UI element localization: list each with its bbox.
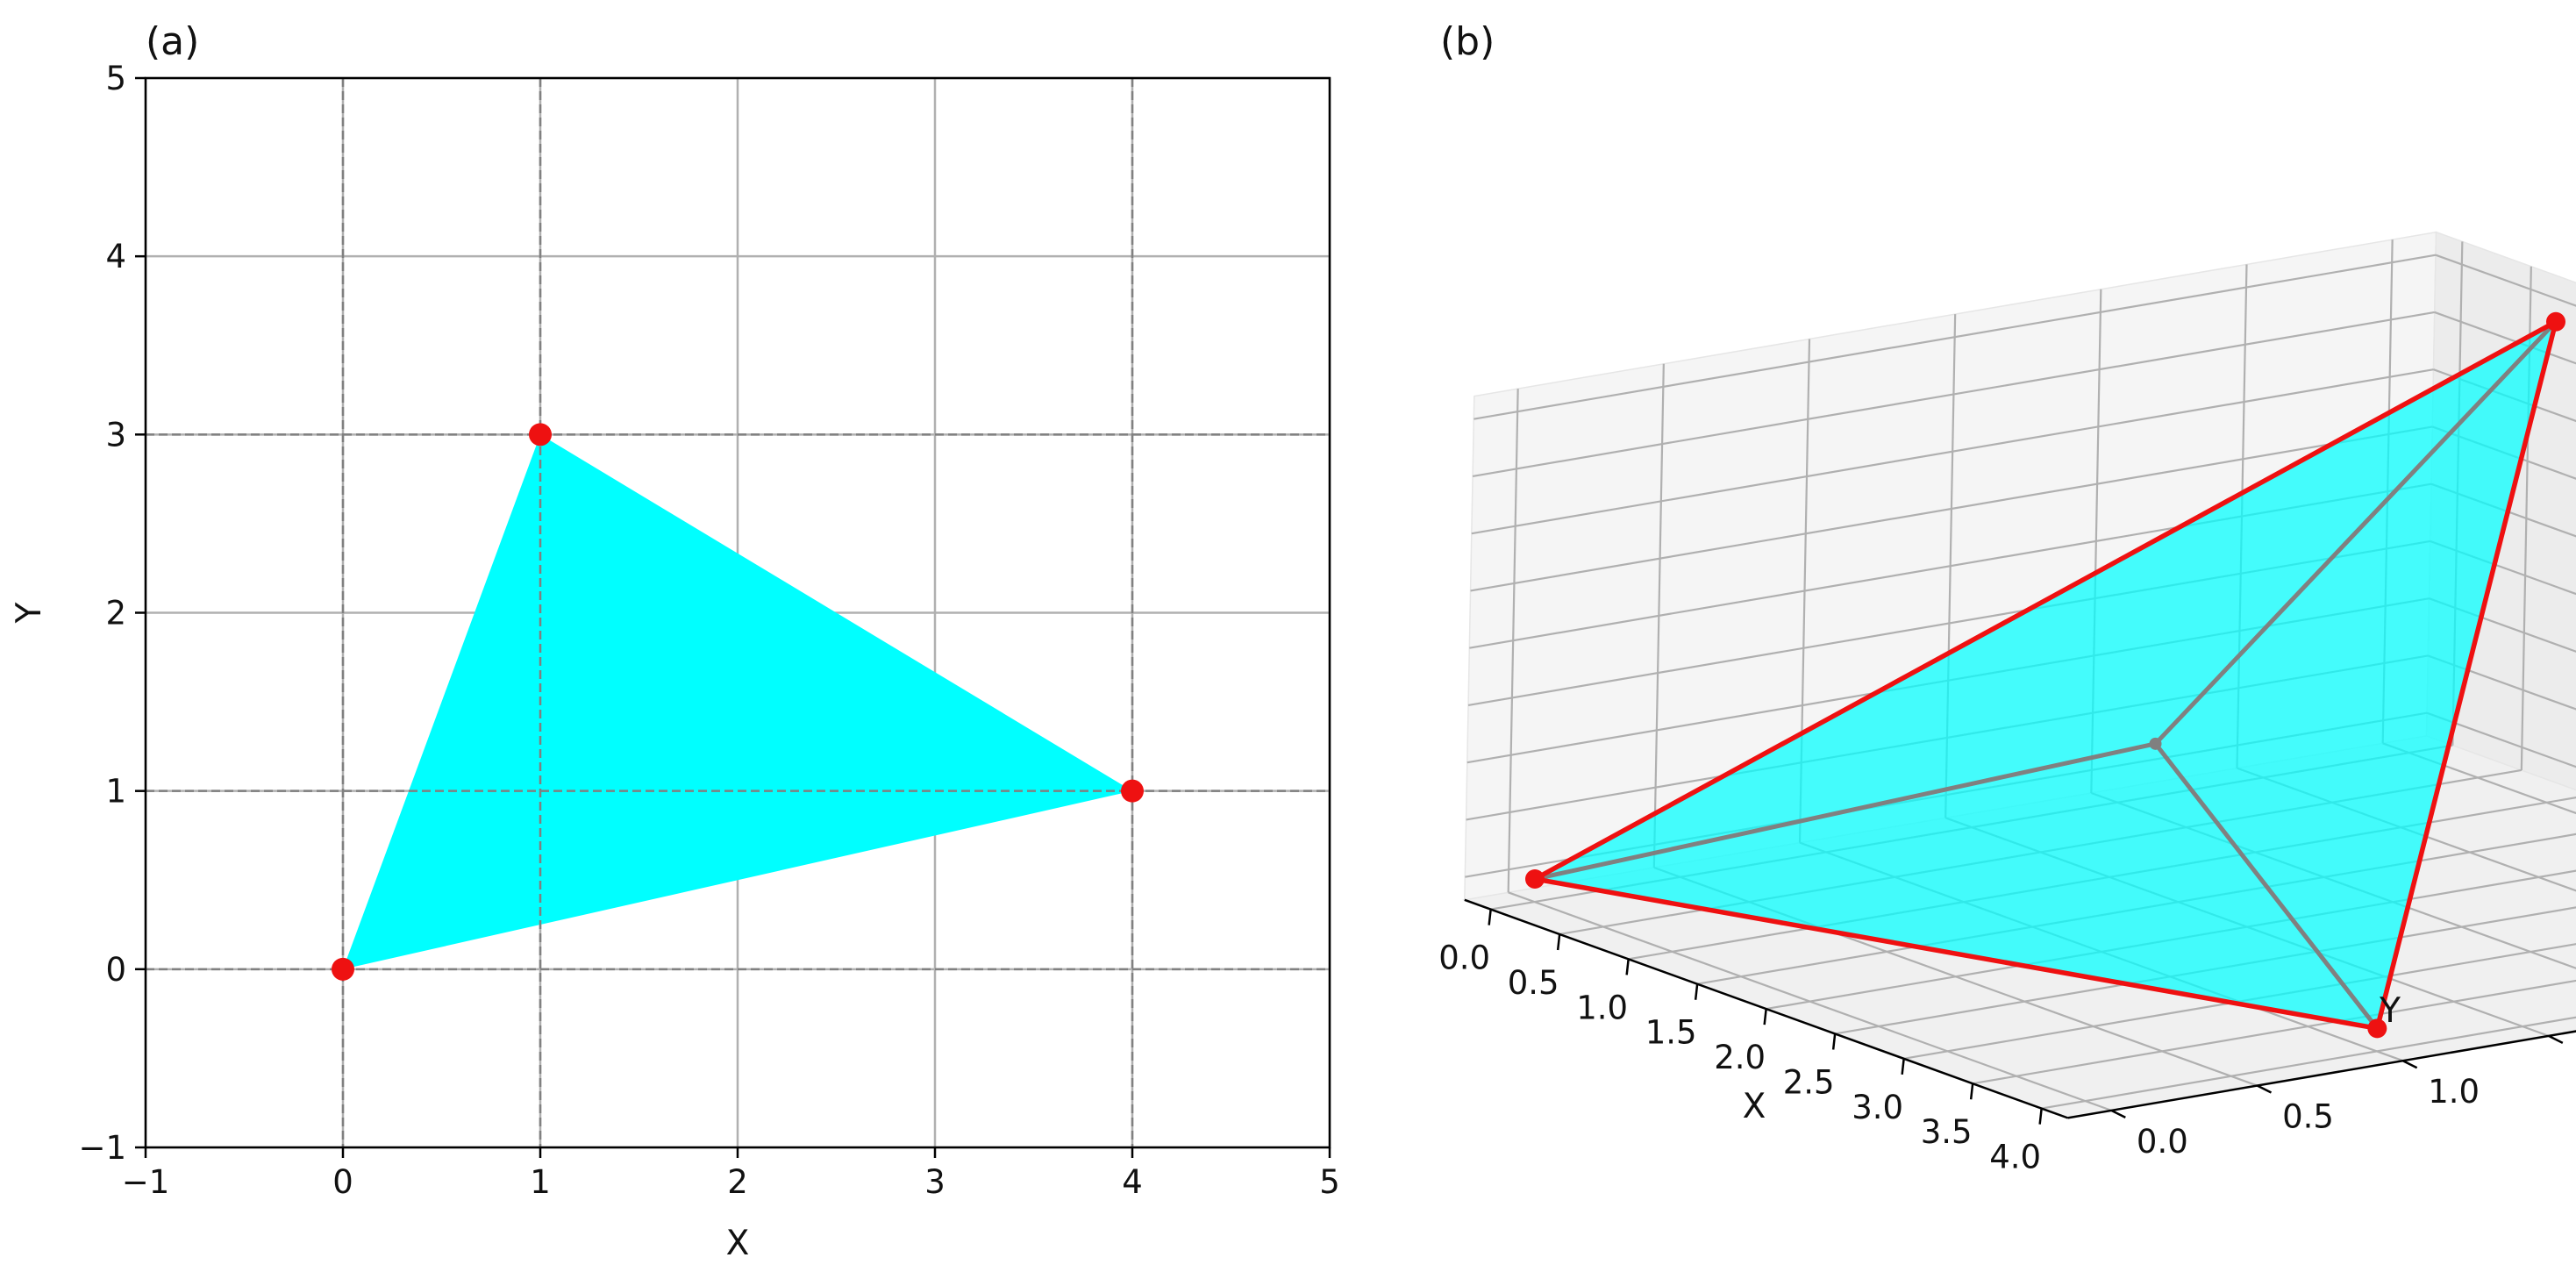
grid-line-3d	[2426, 711, 2576, 768]
triangle-edge	[1532, 319, 2558, 882]
x-tick-label: 2.5	[1783, 1063, 1835, 1101]
x-tick-mark	[1488, 909, 1492, 925]
centroid-spoke	[1534, 741, 2157, 882]
y-axis-label: Y	[10, 602, 49, 624]
y-tick-label: 5	[105, 60, 126, 97]
x-tick-mark	[1901, 1058, 1905, 1075]
x-tick-label: 5	[1319, 1163, 1340, 1201]
y-tick-mark	[2402, 1060, 2418, 1069]
triangle-edge	[1532, 876, 2380, 1032]
panel-label: (a)	[146, 19, 199, 64]
vertex-point	[2546, 311, 2565, 332]
x-tick-label: 2.0	[1714, 1039, 1766, 1076]
x-tick-label: 0.0	[1438, 940, 1490, 977]
grid-line-3d	[2435, 254, 2576, 307]
grid-line-3d	[1471, 368, 2434, 535]
x-tick-label: −1	[122, 1163, 170, 1201]
grid-line-3d	[2382, 742, 2576, 815]
x-tick-label: 0	[332, 1163, 353, 1201]
centroid-point	[2149, 737, 2162, 750]
y-tick-label: 2	[105, 595, 126, 632]
triangle-edge	[2374, 319, 2558, 1032]
panel-b: 0.0 0.5 1.0 1.5 2.0 2.5 3.0 3.5 4.0 X 0.0 0.5 1.0 1.5…	[1438, 19, 2576, 1176]
panel-label: (b)	[1440, 19, 1495, 64]
y-tick-label: 4	[105, 238, 126, 275]
x-tick-label: 1	[530, 1163, 551, 1201]
x-tick-mark	[2038, 1108, 2043, 1125]
x-tick-label: 1.5	[1645, 1014, 1697, 1052]
x-tick-mark	[1625, 959, 1630, 975]
vertex-point	[1525, 869, 1545, 889]
grid-line-3d	[2430, 482, 2576, 538]
y-tick-label: 0.5	[2282, 1098, 2334, 1136]
data-point	[529, 423, 552, 447]
centroid-spoke	[2153, 320, 2558, 746]
y-tick-label: −1	[78, 1129, 126, 1167]
y-tick-label: 1.5	[2573, 1048, 2576, 1086]
x-tick-mark	[1694, 983, 1699, 1000]
x-tick-label: 3.5	[1921, 1113, 1973, 1151]
vertex-point	[2367, 1018, 2387, 1039]
y-tick-mark	[2110, 1109, 2126, 1119]
y-tick-mark	[2548, 1034, 2564, 1045]
x-axis-label: X	[1743, 1087, 1766, 1126]
grid-line-3d	[2431, 425, 2576, 480]
x-tick-label: 1.0	[1576, 989, 1628, 1026]
x-tick-label: 2	[727, 1163, 748, 1201]
grid-line-3d	[2427, 654, 2576, 711]
x-tick-label: 4.0	[1989, 1139, 2041, 1176]
grid-line-3d	[1470, 425, 2433, 592]
x-tick-mark	[1556, 933, 1561, 951]
y-tick-label: 0	[105, 951, 126, 989]
grid-line-3d	[2430, 539, 2576, 596]
x-tick-mark	[1831, 1033, 1837, 1050]
y-tick-label: 3	[105, 416, 126, 454]
x-tick-label: 0.5	[1508, 964, 1559, 1002]
grid-line-3d	[2429, 597, 2576, 653]
panel-a: −1 0 1 2 3 4 5 −1 0 1 2 3 4 5 X Y (a)	[10, 19, 1340, 1263]
centroid-spoke	[2153, 742, 2380, 1030]
grid-line-3d	[1472, 311, 2435, 478]
grid-line-3d	[1474, 254, 2437, 420]
data-point	[1121, 779, 1144, 803]
x-tick-mark	[1969, 1083, 1974, 1100]
grid-line-3d	[1508, 891, 2112, 1111]
y-tick-label: 1.0	[2428, 1073, 2480, 1111]
x-axis-label: X	[726, 1224, 750, 1263]
x-tick-label: 3	[924, 1163, 945, 1201]
y-tick-label: 0.0	[2137, 1123, 2188, 1161]
triangle-surface	[1535, 321, 2556, 1029]
x-tick-mark	[1763, 1008, 1767, 1025]
x-tick-label: 3.0	[1852, 1089, 1903, 1126]
y-axis-label: Y	[2379, 991, 2401, 1031]
y-tick-label: 1	[105, 773, 126, 811]
x-tick-label: 4	[1122, 1163, 1143, 1201]
y-tick-mark	[2256, 1084, 2273, 1094]
data-point	[332, 957, 354, 981]
